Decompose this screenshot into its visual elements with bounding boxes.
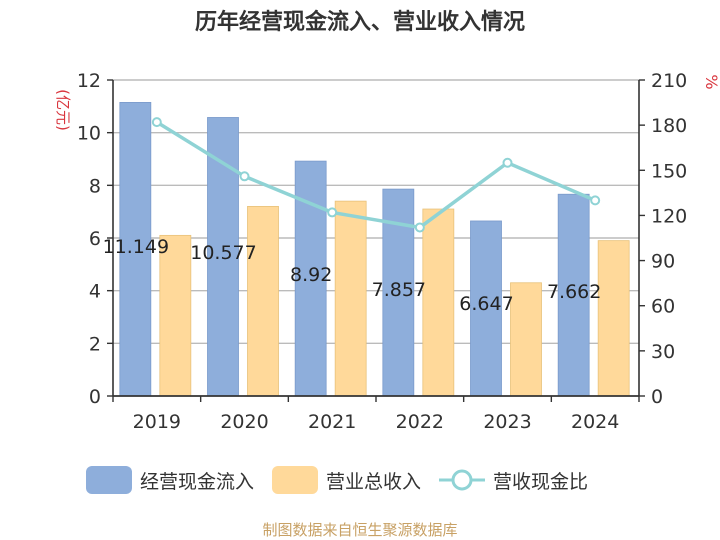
y-left-tick-label: 12 xyxy=(77,70,101,92)
legend: 经营现金流入 营业总收入 营收现金比 xyxy=(86,466,606,494)
legend-label-ratio: 营收现金比 xyxy=(493,470,589,493)
legend-item-revenue[interactable]: 营业总收入 xyxy=(272,466,421,494)
point-ratio xyxy=(414,222,425,233)
point-ratio xyxy=(239,171,250,182)
x-tick-label: 2023 xyxy=(483,411,531,433)
y-right-tick-label: 0 xyxy=(651,386,663,408)
y-right-tick-label: 90 xyxy=(651,251,675,273)
legend-item-ratio[interactable]: 营收现金比 xyxy=(439,466,588,494)
data-label-inflow: 11.149 xyxy=(103,236,169,258)
point-ratio xyxy=(151,117,162,128)
x-tick-label: 2021 xyxy=(308,411,356,433)
legend-item-inflow[interactable]: 经营现金流入 xyxy=(86,466,254,494)
legend-swatch-ratio xyxy=(439,469,486,491)
bar-revenue xyxy=(422,208,455,397)
point-ratio xyxy=(327,207,338,218)
y-left-tick-label: 2 xyxy=(89,333,101,355)
point-ratio xyxy=(502,157,513,168)
y-left-axis-label: (亿元) xyxy=(54,89,72,131)
y-left-tick-label: 8 xyxy=(89,175,101,197)
y-right-tick-label: 210 xyxy=(651,70,687,92)
legend-label-revenue: 营业总收入 xyxy=(326,470,422,493)
x-tick-label: 2019 xyxy=(133,411,181,433)
y-right-tick-label: 150 xyxy=(651,160,687,182)
y-right-tick-label: 60 xyxy=(651,296,675,318)
data-label-inflow: 7.857 xyxy=(372,279,426,301)
x-tick-label: 2024 xyxy=(571,411,619,433)
line-ratio xyxy=(155,120,596,230)
x-tick-label: 2020 xyxy=(220,411,268,433)
chart-title: 历年经营现金流入、营业收入情况 xyxy=(194,10,525,35)
y-right-tick-label: 30 xyxy=(651,341,675,363)
bar-revenue xyxy=(597,240,630,397)
y-left-tick-label: 4 xyxy=(89,281,101,303)
y-right-axis-label: % xyxy=(702,74,720,89)
y-left-tick-label: 10 xyxy=(77,123,101,145)
legend-swatch-revenue xyxy=(272,466,319,494)
legend-label-inflow: 经营现金流入 xyxy=(140,470,255,493)
bar-revenue xyxy=(510,282,542,397)
bar-inflow xyxy=(557,193,590,397)
data-label-inflow: 10.577 xyxy=(190,242,256,264)
bar-revenue xyxy=(247,205,279,397)
bar-revenue xyxy=(159,234,192,397)
data-label-inflow: 8.92 xyxy=(290,264,332,286)
y-right-tick-label: 120 xyxy=(651,205,687,227)
x-tick-label: 2022 xyxy=(396,411,444,433)
point-ratio xyxy=(590,195,601,206)
source-note: 制图数据来自恒生聚源数据库 xyxy=(262,521,458,539)
y-left-tick-label: 6 xyxy=(89,228,101,250)
data-label-inflow: 6.647 xyxy=(459,293,513,315)
y-left-tick-label: 0 xyxy=(89,386,101,408)
bar-inflow xyxy=(470,220,502,397)
y-right-tick-label: 180 xyxy=(651,115,687,137)
bar-revenue xyxy=(334,200,367,397)
legend-swatch-inflow xyxy=(86,466,132,494)
data-label-inflow: 7.662 xyxy=(547,281,601,303)
